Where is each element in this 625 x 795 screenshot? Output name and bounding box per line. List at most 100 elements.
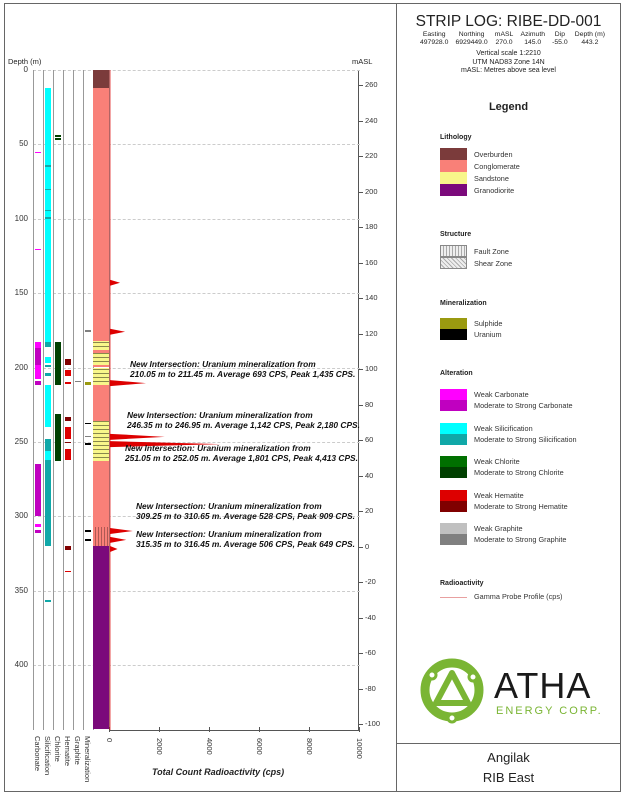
silicification-interval — [45, 373, 51, 377]
masl-note: mASL: Metres above sea level — [461, 67, 556, 74]
lithology-interval — [93, 364, 109, 368]
legend-label: Moderate to Strong Graphite — [474, 535, 567, 544]
hematite-interval — [65, 382, 71, 384]
silicification-interval — [45, 438, 51, 451]
depth-gridline — [33, 441, 360, 443]
masl-tick-label: 80 — [365, 399, 374, 409]
projection: UTM NAD83 Zone 14N — [472, 59, 545, 66]
cps-tick-label: 8000 — [305, 738, 314, 755]
hematite-interval — [65, 370, 71, 377]
vertical-scale: Vertical scale 1:2210 — [476, 50, 541, 57]
silicification-interval — [45, 217, 51, 220]
masl-tick — [358, 120, 363, 122]
intersection-annotation: New Intersection: Uranium mineralization… — [130, 359, 355, 379]
legend-label: Fault Zone — [474, 247, 509, 256]
cps-tick-label: 10000 — [355, 738, 364, 759]
legend-label: Granodiorite — [474, 186, 515, 195]
gamma-peak — [110, 527, 133, 534]
header-field-label: Azimuth — [520, 31, 545, 38]
annotation-line: New Intersection: Uranium mineralization… — [130, 359, 316, 369]
gamma-peak — [110, 441, 221, 448]
masl-tick — [358, 191, 363, 193]
masl-tick-label: -100 — [365, 719, 381, 728]
legend-label: Weak Carbonate — [474, 390, 529, 399]
depth-tick-label: 300 — [14, 511, 28, 521]
legend-label: Uranium — [474, 330, 502, 339]
masl-tick-label: 100 — [365, 364, 378, 373]
masl-tick — [358, 156, 363, 157]
carbonate-interval — [35, 248, 41, 250]
carbonate-interval — [35, 364, 41, 380]
masl-tick-label: -40 — [365, 612, 376, 622]
log-title: STRIP LOG: RIBE-DD-001 — [415, 13, 602, 30]
masl-tick-label: -60 — [365, 648, 376, 657]
mineralization-interval — [85, 330, 91, 332]
cps-tick — [259, 727, 260, 732]
silicification-interval — [45, 342, 51, 347]
column-label-carbonate: Carbonate — [33, 736, 42, 772]
hematite-interval — [65, 546, 71, 551]
silicification-interval — [45, 364, 51, 368]
column-divider — [73, 70, 74, 730]
atha-logo: ATHA ENERGY CORP. — [418, 655, 608, 725]
legend-swatch-weak-silicification — [440, 422, 467, 434]
legend-label: Shear Zone — [474, 259, 513, 268]
intersection-annotation: New Intersection: Uranium mineralization… — [125, 443, 358, 463]
header-field-label: Dip — [554, 31, 565, 38]
masl-tick-label: 40 — [365, 470, 374, 480]
header-field: Depth (m) 443.2 — [575, 31, 605, 47]
lithology-interval — [93, 385, 109, 422]
legend-label: Moderate to Strong Chlorite — [474, 468, 564, 477]
depth-tick-label: 100 — [14, 213, 28, 223]
hematite-interval — [65, 416, 71, 422]
masl-tick — [358, 582, 363, 583]
legend-label: Weak Graphite — [474, 524, 523, 533]
column-divider — [43, 70, 44, 730]
legend-label: Weak Silicification — [474, 423, 533, 433]
masl-tick-label: 240 — [365, 115, 378, 125]
hematite-interval — [65, 571, 71, 573]
depth-axis-label: Depth (m) — [8, 57, 42, 66]
lithology-interval — [93, 421, 109, 462]
chlorite-interval — [55, 135, 61, 137]
column-divider — [63, 70, 64, 730]
cps-tick-label: 0 — [105, 738, 114, 743]
depth-gridline — [33, 665, 360, 666]
masl-tick-label: 220 — [365, 151, 378, 160]
masl-tick-label: 260 — [365, 80, 378, 89]
lithology-interval — [93, 87, 109, 341]
column-divider — [83, 70, 84, 730]
header-field-label: Northing — [458, 31, 485, 38]
cps-axis-line — [109, 730, 359, 731]
masl-tick-label: 120 — [365, 328, 378, 338]
mineralization-interval — [85, 422, 91, 425]
masl-tick — [358, 440, 363, 441]
carbonate-interval — [35, 348, 41, 365]
silicification-interval — [45, 209, 51, 212]
silicification-interval — [45, 385, 51, 427]
logo-sub: ENERGY CORP. — [496, 705, 603, 717]
column-label-mineralization: Mineralization — [83, 736, 92, 783]
depth-tick-label: 350 — [14, 585, 28, 595]
legend-label: Conglomerate — [474, 162, 520, 171]
legend-swatch-moderate-to-strong-hematite — [440, 500, 467, 512]
annotation-line: 210.05 m to 211.45 m. Average 693 CPS, P… — [130, 369, 356, 379]
masl-tick-label: 160 — [365, 257, 378, 267]
silicification-interval — [45, 165, 51, 168]
lithology-interval — [93, 349, 109, 353]
masl-tick — [358, 298, 363, 299]
carbonate-interval — [35, 151, 41, 153]
header-field: Dip -55.0 — [552, 31, 568, 47]
silicification-interval — [45, 87, 51, 343]
depth-gridline — [33, 70, 360, 71]
depth-gridline — [33, 367, 360, 369]
legend-swatch-weak-chlorite — [440, 456, 467, 467]
carbonate-interval — [35, 380, 41, 386]
depth-gridline — [33, 516, 360, 518]
project-name: Angilak — [487, 750, 530, 765]
header-field-value: 6929449.0 — [455, 39, 488, 46]
header-field: Northing 6929449.0 — [456, 31, 488, 47]
lithology-interval — [93, 352, 109, 365]
legend-swatch-uranium — [440, 329, 467, 340]
